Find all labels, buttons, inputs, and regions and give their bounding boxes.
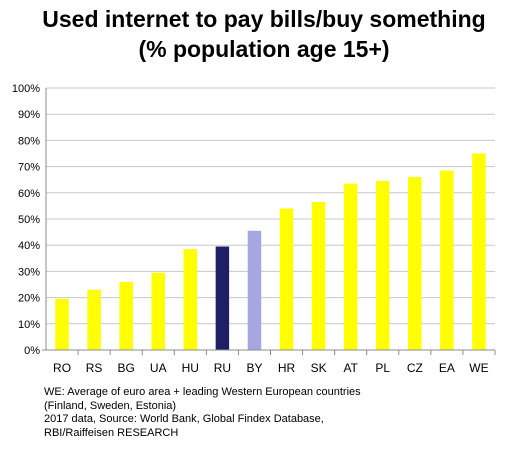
gridlines [46,87,495,325]
x-tick-label-ro: RO [53,361,71,375]
bar-bg [119,281,133,350]
y-tick-label-50: 50% [18,214,40,226]
x-tick-label-by: BY [246,361,262,375]
y-tick-label-40: 40% [18,240,40,252]
bar-at [343,183,358,350]
x-tick-label-sk: SK [311,361,327,375]
bar-ru [215,246,230,350]
bar-cz [408,177,422,350]
bar-ro [55,298,69,350]
y-tick-label-90: 90% [18,109,40,121]
y-tick-label-70: 70% [18,162,40,174]
footnote-line-4: RBI/Raiffeisen RESEARCH [44,426,179,439]
chart-title-line-2: (% population age 15+) [138,36,390,62]
chart-title: Used internet to pay bills/buy something… [0,4,528,64]
y-tick-label-100: 100% [12,83,40,95]
y-tick-label-20: 20% [18,293,40,305]
bar-sk [311,201,326,350]
bar-pl [376,181,390,350]
x-tick-label-cz: CZ [407,361,423,375]
bar-hu [183,249,198,350]
footnote-line-3: 2017 data, Source: World Bank, Global Fi… [44,413,324,425]
bar-rs [87,289,101,350]
x-tick-label-rs: RS [86,361,103,375]
footnote-line-1: WE: Average of euro area + leading Weste… [44,386,361,398]
x-tick-label-ua: UA [150,361,167,375]
y-tick-labels: 0% 10% 20% 30% 40% 50% 60% 70% 80% 90% 100% [12,83,40,357]
footnote-line-2: (Finland, Sweden, Estonia) [44,399,177,412]
x-tick-labels: RO RS BG UA HU RU BY HR SK AT PL CZ EA WE [53,361,489,375]
y-tick-label-80: 80% [18,135,40,147]
chart-title-line-1: Used internet to pay bills/buy something [42,6,486,32]
x-tick-label-hu: HU [182,361,199,375]
x-tick-label-we: WE [469,361,488,375]
bar-ea [440,170,454,350]
y-tick-label-10: 10% [18,319,40,331]
y-tick-label-0: 0% [24,345,40,357]
axes [42,88,496,355]
x-tick-label-hr: HR [278,361,296,375]
x-tick-label-pl: PL [375,361,390,375]
footnote: WE: Average of euro area + leading Weste… [44,386,514,440]
x-tick-label-ea: EA [439,361,455,375]
bars [55,153,486,350]
bar-we [472,153,486,350]
bar-hr [279,208,294,350]
y-tick-label-30: 30% [18,266,40,278]
x-tick-label-bg: BG [118,361,135,375]
bar-ua [151,272,165,350]
x-tick-label-ru: RU [214,361,231,375]
y-tick-label-60: 60% [18,188,40,200]
x-tick-label-at: AT [343,361,358,375]
bar-by [247,230,262,350]
